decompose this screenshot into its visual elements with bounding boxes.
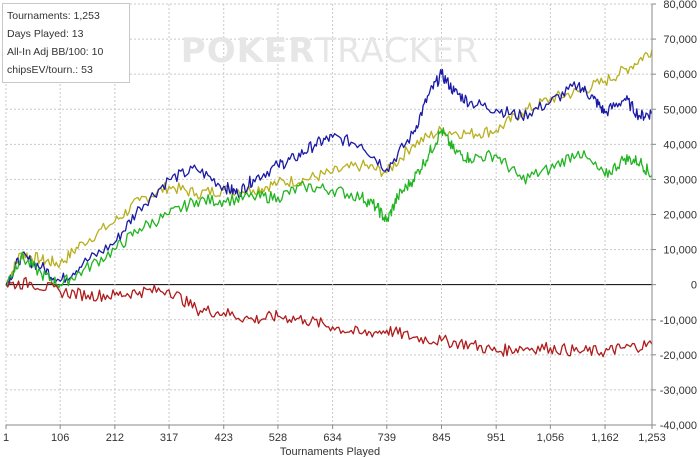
y-tick-label: 0 <box>691 280 697 292</box>
stats-row-allin-adj: All-In Adj BB/100: 10 <box>7 43 125 61</box>
stats-value: 10 <box>91 46 104 58</box>
x-tick-label: 423 <box>215 432 233 444</box>
stats-value: 1,253 <box>73 10 100 22</box>
axis-layer: 80,000 70,000 60,000 50,000 40,000 30,000 20,0… <box>3 0 697 444</box>
x-tick-label: 1,056 <box>537 432 565 444</box>
x-tick-label: 1,253 <box>638 432 666 444</box>
series-line-green <box>5 127 652 289</box>
watermark-tracker: TRACKER <box>314 31 479 71</box>
y-tick-label: 10,000 <box>663 245 697 257</box>
stats-value: 53 <box>81 64 93 76</box>
x-tick-label: 528 <box>269 432 287 444</box>
y-tick-label: 60,000 <box>663 69 697 81</box>
x-tick-label: 951 <box>487 432 505 444</box>
x-axis-title: Tournaments Played <box>280 446 380 457</box>
stats-box: Tournaments: 1,253 Days Played: 13 All-I… <box>2 3 130 83</box>
series-layer <box>5 49 653 358</box>
y-tick-label: 50,000 <box>663 104 697 116</box>
x-tick-label: 1,162 <box>591 432 619 444</box>
stats-row-chipsev: chipsEV/tourn.: 53 <box>7 61 125 79</box>
x-tick-label: 1 <box>3 432 9 444</box>
stats-label: chipsEV/tourn.: <box>7 64 79 76</box>
y-tick-label: 40,000 <box>663 139 697 151</box>
series-line-olive <box>5 49 653 285</box>
stats-value: 13 <box>71 28 84 40</box>
x-tick-label: 739 <box>378 432 396 444</box>
y-tick-label: 80,000 <box>663 0 697 11</box>
x-tick-label: 317 <box>160 432 178 444</box>
watermark: POKERTRACKER <box>181 31 479 71</box>
y-tick-label: 20,000 <box>663 210 697 222</box>
y-tick-label: 30,000 <box>663 174 697 186</box>
grid-layer <box>5 3 653 426</box>
y-tick-label: -40,000 <box>660 420 697 432</box>
stats-label: All-In Adj BB/100: <box>7 46 89 58</box>
x-tick-label: 212 <box>106 432 124 444</box>
watermark-poker: POKER <box>181 31 316 71</box>
stats-label: Tournaments: <box>7 10 71 22</box>
x-tick-label: 845 <box>432 432 450 444</box>
stats-row-tournaments: Tournaments: 1,253 <box>7 7 125 25</box>
y-tick-label: -20,000 <box>660 350 697 362</box>
stats-label: Days Played: <box>7 28 69 40</box>
stats-row-days-played: Days Played: 13 <box>7 25 125 43</box>
y-tick-label: -30,000 <box>660 385 697 397</box>
y-tick-label: 70,000 <box>663 34 697 46</box>
x-tick-label: 634 <box>323 432 341 444</box>
series-line-blue <box>5 68 653 286</box>
x-tick-label: 106 <box>51 432 69 444</box>
y-tick-label: -10,000 <box>660 315 697 327</box>
series-line-red <box>5 276 653 358</box>
